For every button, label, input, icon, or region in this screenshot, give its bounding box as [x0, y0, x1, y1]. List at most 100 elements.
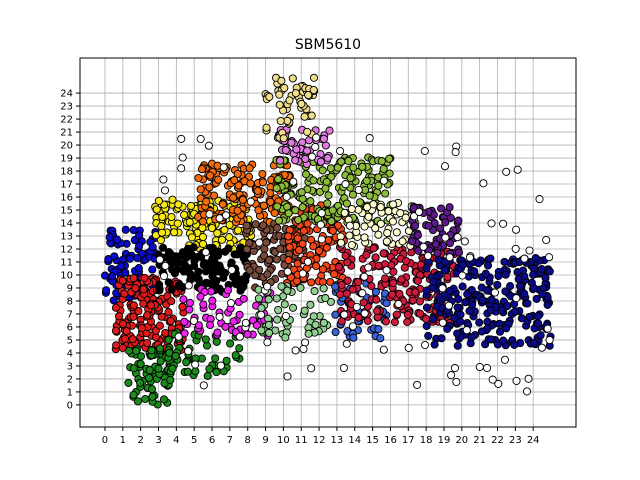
data-point	[219, 163, 228, 172]
data-point	[403, 317, 412, 327]
data-point	[200, 258, 209, 267]
data-point	[355, 198, 365, 207]
data-point	[194, 267, 203, 276]
data-point	[226, 298, 236, 308]
data-point	[342, 199, 351, 208]
data-point	[422, 314, 431, 323]
data-point	[220, 225, 229, 234]
data-point	[303, 127, 312, 136]
data-point	[499, 219, 508, 228]
data-point	[212, 337, 221, 346]
data-point	[374, 261, 383, 270]
data-point	[185, 298, 195, 307]
y-tick-label: 10	[60, 270, 73, 281]
data-point	[262, 123, 271, 132]
data-point	[451, 148, 460, 157]
data-point	[227, 265, 236, 275]
data-point	[542, 235, 551, 245]
data-point	[497, 306, 506, 315]
data-point	[291, 156, 300, 165]
data-point	[265, 256, 274, 265]
data-point	[538, 290, 547, 299]
data-point	[486, 306, 495, 315]
data-point	[499, 336, 508, 345]
y-tick-label: 4	[67, 348, 73, 359]
data-point	[118, 276, 127, 285]
data-point	[223, 286, 233, 295]
data-point	[217, 235, 227, 244]
data-point	[154, 196, 163, 205]
x-tick-label: 21	[473, 435, 486, 446]
data-point	[453, 341, 462, 350]
data-point	[259, 221, 268, 230]
data-point	[284, 256, 293, 265]
data-point	[354, 185, 363, 194]
data-point	[185, 218, 194, 227]
data-point	[144, 373, 154, 383]
data-point	[317, 235, 326, 244]
data-point	[104, 255, 113, 264]
data-point	[183, 367, 192, 376]
data-point	[208, 272, 217, 281]
data-point	[381, 317, 391, 326]
data-point	[281, 311, 290, 321]
data-point	[354, 205, 363, 214]
data-point	[281, 333, 290, 342]
data-point	[324, 191, 333, 200]
data-point	[236, 286, 245, 295]
data-point	[262, 238, 271, 247]
plot-frame	[79, 57, 577, 428]
data-point	[394, 299, 403, 309]
x-tick-label: 23	[509, 435, 522, 446]
data-point	[299, 344, 308, 354]
data-point	[259, 201, 268, 210]
data-point	[277, 76, 286, 85]
data-point	[395, 289, 404, 298]
x-tick-label: 22	[491, 435, 504, 446]
data-point	[437, 204, 446, 213]
y-tick-label: 9	[67, 283, 73, 294]
data-point	[392, 228, 401, 237]
data-point	[272, 184, 281, 193]
data-point	[321, 184, 330, 193]
data-point	[453, 329, 462, 338]
x-tick-label: 15	[366, 435, 379, 446]
data-point	[462, 326, 471, 335]
y-tick-label: 22	[60, 115, 73, 126]
scatter-points	[100, 73, 555, 409]
data-point	[234, 226, 243, 235]
y-tick-label: 19	[60, 154, 73, 165]
data-point	[309, 242, 318, 251]
data-point	[301, 170, 311, 179]
data-point	[214, 175, 223, 184]
data-point	[360, 233, 369, 242]
data-point	[297, 99, 306, 108]
data-point	[487, 219, 496, 228]
data-point	[136, 378, 145, 387]
x-tick-label: 20	[455, 435, 468, 446]
data-point	[403, 310, 412, 319]
data-point	[201, 335, 210, 344]
data-point	[155, 280, 164, 289]
data-point	[277, 282, 286, 291]
data-point	[303, 219, 312, 228]
data-point	[148, 392, 157, 401]
data-point	[337, 238, 346, 247]
data-point	[430, 340, 439, 349]
data-point	[266, 197, 275, 206]
y-tick-label: 18	[60, 167, 73, 178]
data-point	[379, 345, 388, 354]
data-point	[452, 377, 461, 387]
data-point	[300, 112, 309, 121]
data-point	[390, 318, 399, 327]
chart-title: SBM5610	[295, 37, 361, 53]
data-point	[121, 268, 130, 277]
data-point	[309, 176, 318, 185]
data-point	[143, 311, 152, 320]
data-point	[428, 315, 438, 324]
data-point	[317, 209, 326, 218]
data-point	[374, 181, 383, 190]
data-point	[454, 216, 463, 225]
data-point	[235, 344, 244, 353]
data-point	[337, 157, 346, 166]
